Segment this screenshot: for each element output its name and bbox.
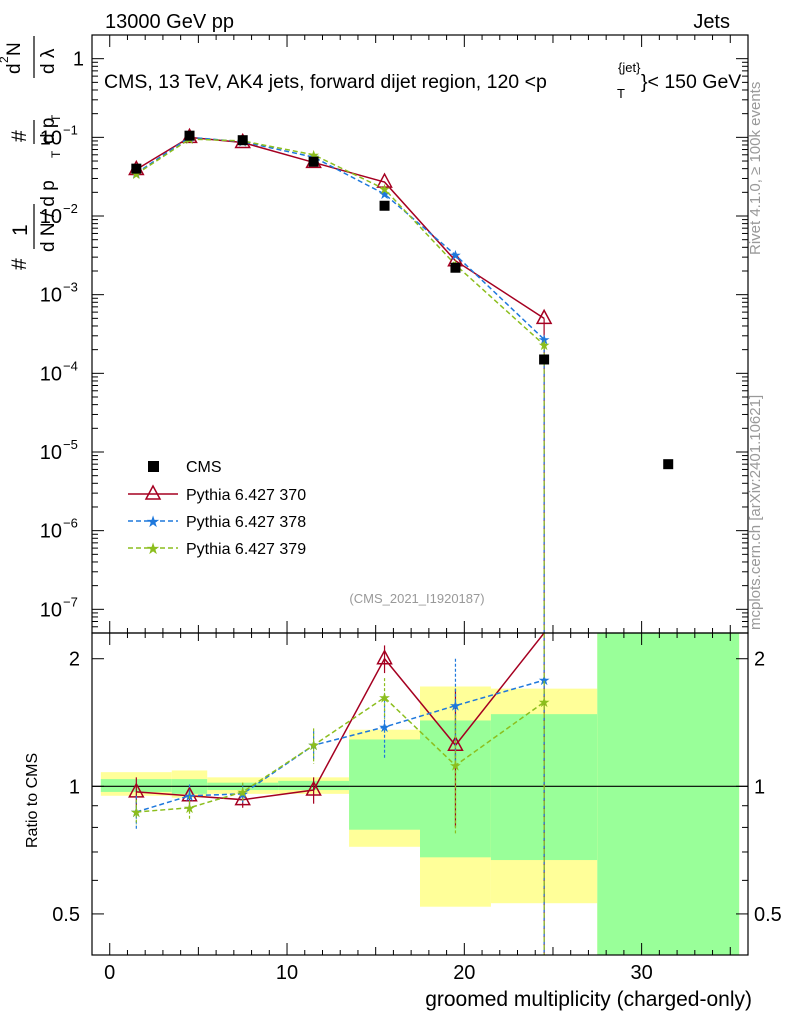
- y-tick-exp-0: −7: [63, 594, 78, 609]
- ylabel-hash-2: #: [8, 130, 31, 142]
- data-point-3: [308, 156, 319, 167]
- point-1-6: ★: [538, 331, 551, 347]
- ratio-tick-label-right-1: 1: [754, 776, 765, 798]
- ylabel-2: 2: [0, 56, 11, 63]
- ratio-tick-label-left-0: 0.5: [52, 904, 80, 926]
- data-point-7: [663, 459, 674, 470]
- y-tick-label-0: 10: [40, 599, 62, 621]
- band-green-4: [349, 739, 420, 830]
- y-tick-label-1: 10: [40, 521, 62, 543]
- y-tick-exp-2: −5: [63, 437, 78, 452]
- ylabel-t-sub-2: T: [49, 114, 63, 122]
- legend-label-378: Pythia 6.427 378: [186, 514, 306, 531]
- legend-label-379: Pythia 6.427 379: [186, 541, 306, 558]
- ratio-point-1-6: ★: [538, 672, 551, 688]
- y-tick-label-4: 10: [40, 285, 62, 307]
- y-tick-exp-6: −1: [63, 122, 78, 137]
- ylabel-n: N: [4, 42, 25, 56]
- data-point-5: [450, 262, 461, 273]
- ratio-point-0-3: [305, 780, 322, 796]
- plot-title-main: CMS, 13 TeV, AK4 jets, forward dijet reg…: [104, 71, 547, 93]
- y-tick-label-6: 10: [40, 127, 62, 149]
- legend-marker-cms: [148, 461, 159, 472]
- ratio-tick-label-left-1: 1: [69, 776, 80, 798]
- ylabel-t-sub-1: T: [49, 150, 63, 158]
- y-tick-exp-5: −2: [63, 201, 78, 216]
- ratio-point-0-2: [234, 790, 251, 806]
- y-tick-label-5: 10: [40, 206, 62, 228]
- y-axis-label: # 1 d N / d p T # d p T d N 2 d λ: [0, 36, 63, 270]
- x-axis-label: groomed multiplicity (charged-only): [425, 988, 752, 1011]
- point-1-5: ★: [449, 247, 462, 263]
- data-point-6: [539, 354, 550, 365]
- legend-marker-370: [144, 484, 162, 500]
- y-tick-exp-4: −3: [63, 280, 78, 295]
- x-tick-label-0: 0: [104, 962, 115, 984]
- mcplots-label: mcplots.cern.ch [arXiv:2401.10621]: [747, 395, 764, 630]
- header-left: 13000 GeV pp: [105, 11, 234, 33]
- data-point-4: [379, 200, 390, 211]
- ratio-point-1-5: ★: [449, 698, 462, 714]
- ratio-point-2-2: ★: [236, 784, 249, 800]
- y-tick-label-7: 1: [73, 49, 84, 71]
- x-tick-label-2: 20: [453, 962, 475, 984]
- ylabel-dndpt: d N / d p: [38, 180, 59, 252]
- point-0-4: [376, 172, 393, 188]
- rivet-label: Rivet 4.1.0, ≥ 100k events: [747, 82, 764, 255]
- legend-marker-379: ★: [146, 541, 160, 558]
- y-tick-exp-3: −4: [63, 358, 78, 373]
- ratio-tick-label-left-2: 2: [69, 649, 80, 671]
- ratio-point-2-1: ★: [183, 800, 196, 816]
- data-point-0: [131, 163, 142, 174]
- legend: CMS Pythia 6.427 370 ★ Pythia 6.427 378 …: [128, 459, 306, 558]
- ylabel-dpt: d p: [38, 118, 59, 144]
- ylabel-one: 1: [9, 224, 32, 236]
- ratio-frame: [91, 632, 749, 956]
- plot-title-tail: }< 150 GeV: [641, 71, 741, 93]
- data-point-2: [237, 135, 248, 146]
- y-tick-exp-1: −6: [63, 516, 78, 531]
- point-2-4: ★: [378, 181, 391, 197]
- legend-label-cms: CMS: [186, 459, 222, 476]
- ratio-point-0-4: [376, 649, 393, 665]
- plot-title: CMS, 13 TeV, AK4 jets, forward dijet reg…: [104, 60, 741, 101]
- ratio-tick-label-right-2: 2: [754, 649, 765, 671]
- ratio-point-2-6: ★: [538, 694, 551, 710]
- y-tick-label-3: 10: [40, 363, 62, 385]
- analysis-tag: (CMS_2021_I1920187): [349, 591, 484, 606]
- ratio-point-1-4: ★: [378, 719, 391, 735]
- point-2-6: ★: [538, 337, 551, 353]
- band-green-7: [597, 633, 740, 955]
- legend-label-370: Pythia 6.427 370: [186, 487, 306, 504]
- header-right: Jets: [693, 11, 730, 33]
- x-tick-label-1: 10: [276, 962, 298, 984]
- ylabel-hash-1: #: [8, 258, 31, 270]
- ratio-point-2-5: ★: [449, 757, 462, 773]
- ylabel-dlambda: d λ: [38, 48, 59, 74]
- ylabel-d: d: [4, 63, 25, 74]
- legend-marker-378: ★: [146, 514, 160, 531]
- ratio-point-2-3: ★: [307, 737, 320, 753]
- point-1-4: ★: [378, 186, 391, 202]
- ratio-point-2-4: ★: [378, 690, 391, 706]
- ratio-tick-label-right-0: 0.5: [754, 904, 782, 926]
- data-point-1: [184, 130, 195, 141]
- x-tick-label-3: 30: [630, 962, 652, 984]
- y-tick-label-2: 10: [40, 442, 62, 464]
- plot-title-sup: {jet}: [618, 60, 641, 75]
- point-0-6: [535, 308, 553, 325]
- plot-title-sub: T: [617, 86, 625, 101]
- ratio-y-label: Ratio to CMS: [24, 753, 41, 848]
- ratio-point-2-0: ★: [130, 804, 143, 820]
